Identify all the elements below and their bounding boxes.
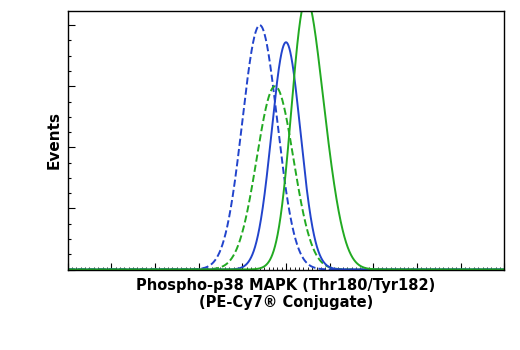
- Y-axis label: Events: Events: [47, 111, 62, 169]
- X-axis label: Phospho-p38 MAPK (Thr180/Tyr182)
(PE-Cy7® Conjugate): Phospho-p38 MAPK (Thr180/Tyr182) (PE-Cy7…: [136, 278, 436, 310]
